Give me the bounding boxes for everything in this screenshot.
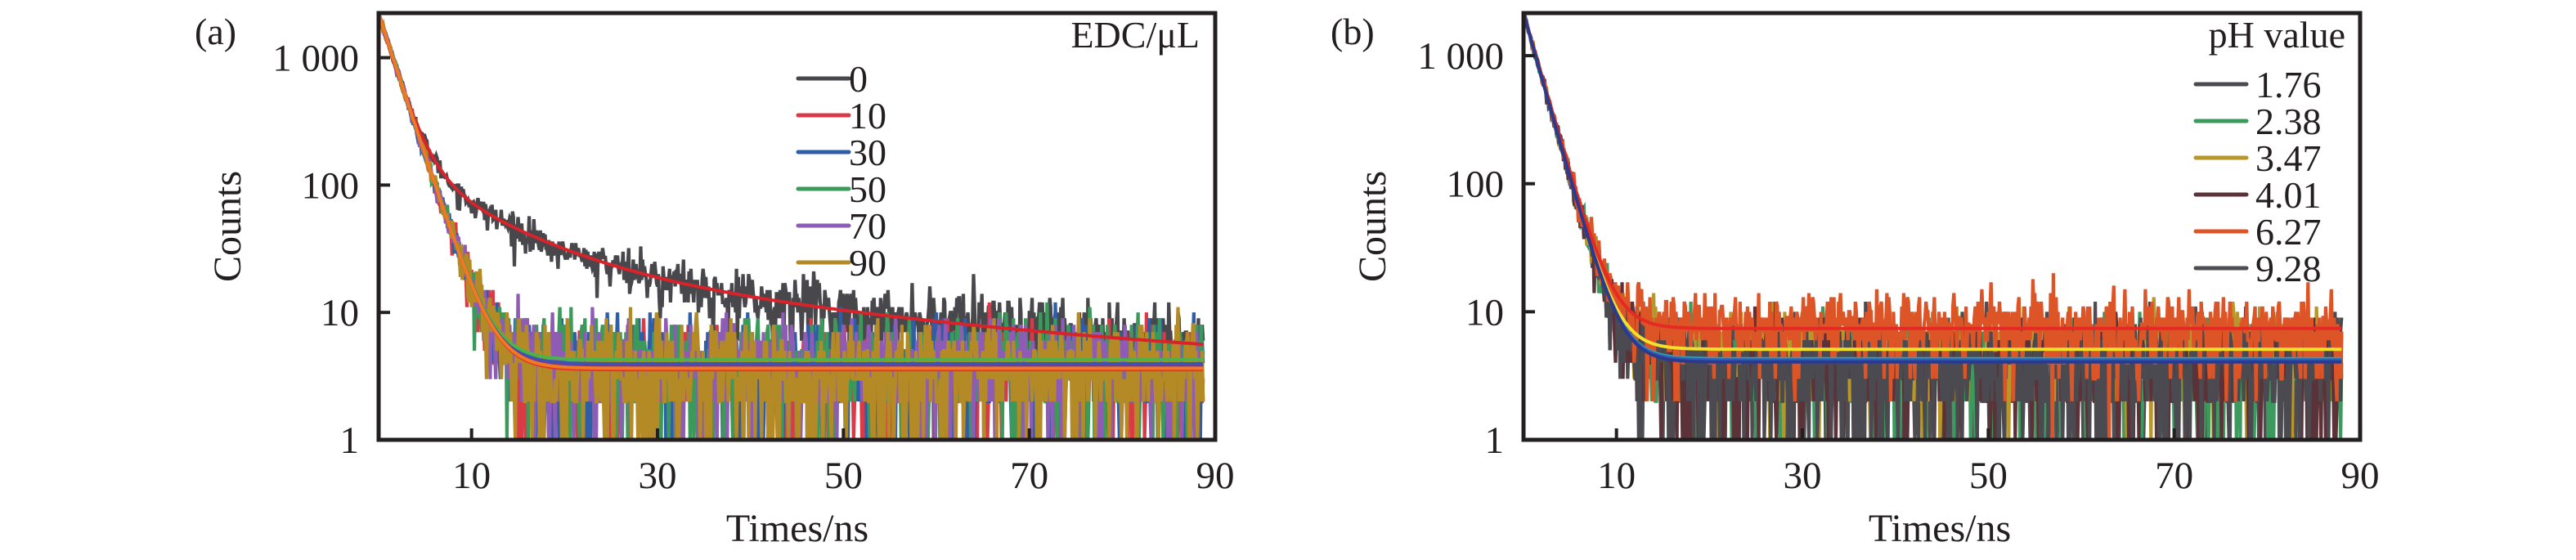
panel-label-b: (b) bbox=[1331, 11, 1375, 52]
y-tick-label: 100 bbox=[1447, 164, 1505, 206]
y-tick-label: 100 bbox=[302, 164, 360, 207]
legend-item: 10 bbox=[796, 95, 886, 137]
y-tick-label: 10 bbox=[321, 292, 359, 334]
x-tick-label: 90 bbox=[2341, 455, 2380, 497]
legend-label: 2.38 bbox=[2255, 101, 2322, 142]
legend-item: 70 bbox=[796, 205, 886, 247]
series-layer-b bbox=[1524, 13, 2344, 440]
legend-label: 30 bbox=[849, 132, 886, 173]
legend-item: 9.28 bbox=[2193, 248, 2322, 289]
fit-curve-4-01 bbox=[1524, 13, 2342, 362]
data-series-6-27 bbox=[1524, 13, 2344, 440]
x-tick-label: 50 bbox=[1969, 455, 2008, 497]
series-layer-a bbox=[379, 13, 1205, 440]
x-axis-title-b: Times/ns bbox=[1869, 507, 2011, 550]
plot-frame-b bbox=[1521, 11, 2363, 442]
legend-label: 10 bbox=[849, 95, 886, 137]
x-tick-label: 50 bbox=[824, 455, 863, 497]
legend-item: 50 bbox=[796, 168, 886, 210]
x-tick-label: 30 bbox=[639, 455, 677, 497]
y-axis-title-b: Counts bbox=[1351, 171, 1394, 282]
legend-label: 0 bbox=[849, 58, 868, 100]
fit-curve-6-27 bbox=[1524, 13, 2342, 330]
x-tick-label: 70 bbox=[1010, 455, 1048, 497]
fit-layer-b bbox=[1524, 13, 2342, 364]
legend-label: 6.27 bbox=[2255, 211, 2322, 253]
legend-label: 4.01 bbox=[2255, 174, 2322, 216]
legend-label: 9.28 bbox=[2255, 248, 2322, 289]
y-tick-label: 1 000 bbox=[1417, 35, 1504, 78]
fit-curve-50 bbox=[379, 13, 1204, 362]
x-tick-label: 30 bbox=[1784, 455, 1822, 497]
fit-curve-3-47 bbox=[1524, 13, 2342, 352]
legend-label: 1.76 bbox=[2255, 64, 2322, 105]
legend-title-a: EDC/μL bbox=[1070, 14, 1200, 56]
x-tick-label: 10 bbox=[452, 455, 491, 497]
y-tick-label: 1 bbox=[1485, 419, 1505, 462]
legend-label: 3.47 bbox=[2255, 137, 2322, 179]
panel-label-a: (a) bbox=[195, 11, 236, 52]
fit-curve-9-28 bbox=[1524, 13, 2342, 364]
legend-item: 6.27 bbox=[2193, 211, 2322, 253]
legend-label: 70 bbox=[849, 205, 886, 247]
legend-item: 30 bbox=[796, 132, 886, 173]
legend-item: 90 bbox=[796, 242, 886, 284]
legend-label: 90 bbox=[849, 242, 886, 284]
x-tick-label: 10 bbox=[1597, 455, 1636, 497]
y-tick-label: 1 000 bbox=[272, 38, 359, 80]
data-series-90 bbox=[379, 13, 1205, 440]
legend-item: 3.47 bbox=[2193, 137, 2322, 179]
x-tick-label: 70 bbox=[2155, 455, 2193, 497]
legend-title-b: pH value bbox=[2209, 14, 2345, 56]
fit-curve-0 bbox=[379, 13, 1204, 347]
fit-layer-a bbox=[379, 13, 1204, 372]
y-tick-label: 1 bbox=[340, 419, 360, 462]
legend-item: 0 bbox=[796, 58, 868, 100]
y-tick-label: 10 bbox=[1465, 291, 1504, 334]
legend-b: pH value 1.762.383.474.016.279.28 bbox=[2193, 14, 2345, 289]
legend-item: 4.01 bbox=[2193, 174, 2322, 216]
legend-item: 1.76 bbox=[2193, 64, 2322, 105]
fit-curve-90 bbox=[379, 13, 1204, 370]
x-tick-label: 90 bbox=[1196, 455, 1235, 497]
legend-item: 2.38 bbox=[2193, 101, 2322, 142]
y-axis-title-a: Counts bbox=[206, 171, 249, 282]
x-axis-title-a: Times/ns bbox=[726, 507, 868, 550]
legend-label: 50 bbox=[849, 168, 886, 210]
plot-frame-a bbox=[376, 11, 1218, 442]
